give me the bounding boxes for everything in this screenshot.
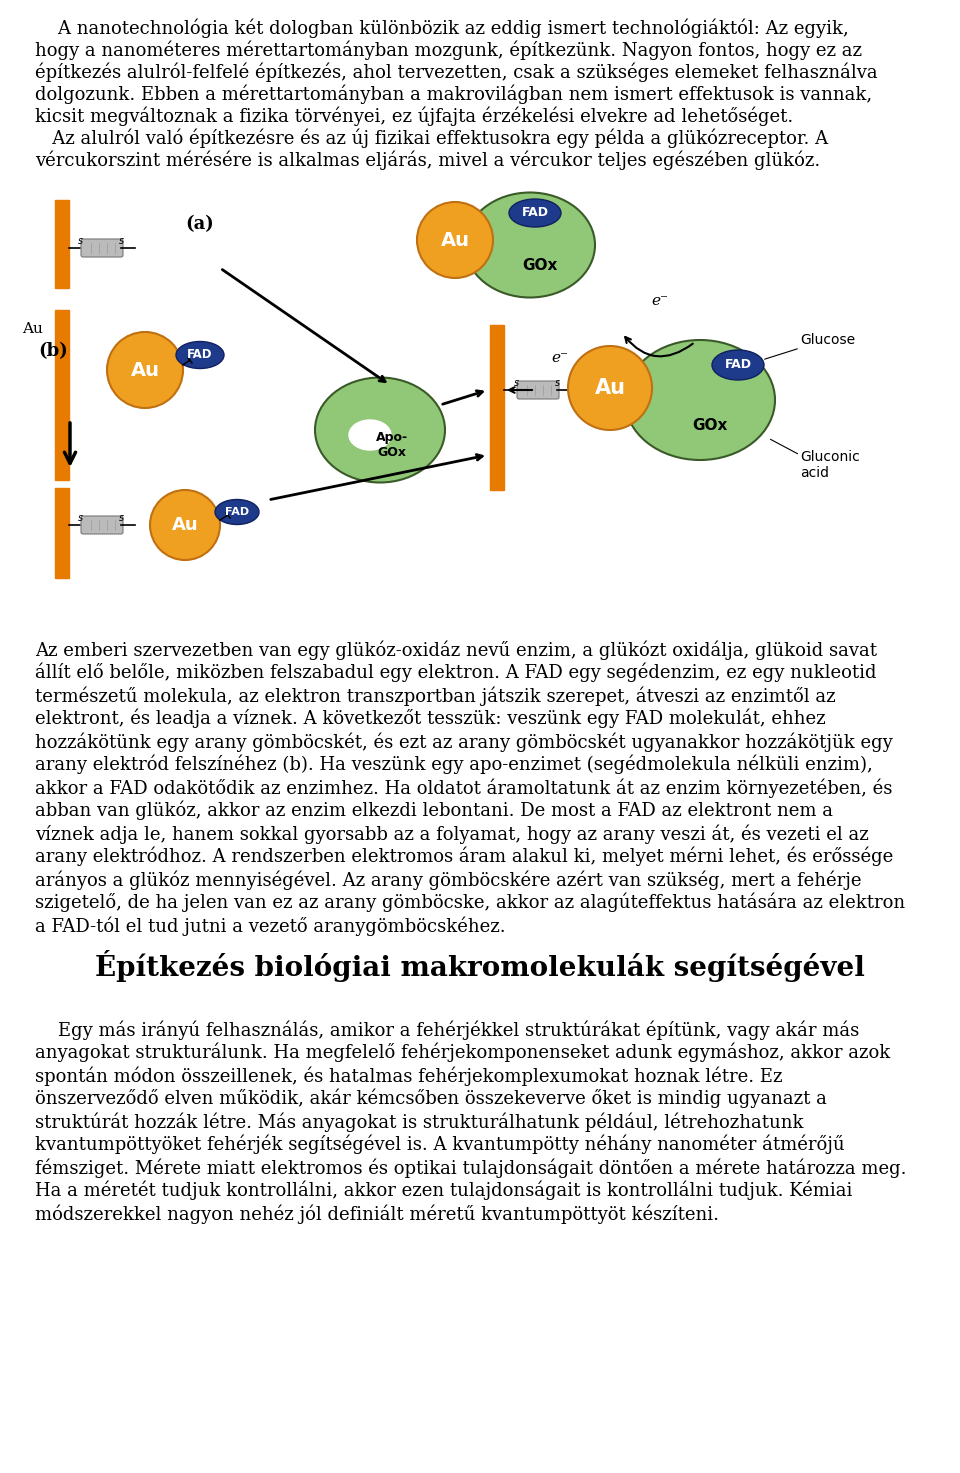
Text: fémsziget. Mérete miatt elektromos és optikai tulajdonságait döntően a mérete ha: fémsziget. Mérete miatt elektromos és op… (35, 1158, 906, 1177)
Ellipse shape (215, 499, 259, 524)
Text: GOx: GOx (692, 417, 728, 433)
Circle shape (150, 491, 220, 560)
Text: Egy más irányú felhasználás, amikor a fehérjékkel struktúrákat építünk, vagy aká: Egy más irányú felhasználás, amikor a fe… (35, 1019, 859, 1040)
Text: FAD: FAD (187, 349, 213, 361)
Text: Az alulról való építkezésre és az új fizikai effektusokra egy példa a glükózrece: Az alulról való építkezésre és az új fiz… (35, 128, 828, 147)
Text: kvantumpöttyöket fehérjék segítségével is. A kvantumpötty néhány nanométer átmér: kvantumpöttyöket fehérjék segítségével i… (35, 1136, 845, 1155)
Text: Au: Au (441, 230, 469, 249)
Text: kicsit megváltoznak a fizika törvényei, ez újfajta érzékelési elvekre ad lehetős: kicsit megváltoznak a fizika törvényei, … (35, 106, 793, 125)
Text: Au: Au (131, 361, 159, 380)
Text: s: s (78, 236, 83, 246)
Circle shape (107, 331, 183, 408)
FancyBboxPatch shape (81, 239, 123, 256)
Text: vércukorszint mérésére is alkalmas eljárás, mivel a vércukor teljes egészében gl: vércukorszint mérésére is alkalmas eljár… (35, 150, 820, 169)
Text: Au: Au (594, 379, 626, 398)
Ellipse shape (509, 199, 561, 227)
FancyBboxPatch shape (81, 516, 123, 535)
Text: építkezés alulról-felfelé építkezés, ahol tervezetten, csak a szükséges elemeket: építkezés alulról-felfelé építkezés, aho… (35, 62, 877, 81)
Text: hogy a nanométeres mérettartományban mozgunk, építkezünk. Nagyon fontos, hogy ez: hogy a nanométeres mérettartományban moz… (35, 40, 862, 59)
Text: s: s (118, 513, 124, 523)
Text: szigetelő, de ha jelen van ez az arany gömböcske, akkor az alagúteffektus hatásá: szigetelő, de ha jelen van ez az arany g… (35, 893, 905, 912)
Text: FAD: FAD (725, 358, 752, 371)
Text: módszerekkel nagyon nehéz jól definiált méretű kvantumpöttyöt készíteni.: módszerekkel nagyon nehéz jól definiált … (35, 1203, 719, 1224)
Text: s: s (514, 379, 518, 387)
Ellipse shape (712, 351, 764, 380)
Text: dolgozunk. Ebben a mérettartományban a makrovilágban nem ismert effektusok is va: dolgozunk. Ebben a mérettartományban a m… (35, 84, 872, 103)
Text: s: s (78, 513, 83, 523)
Text: Au: Au (22, 323, 43, 336)
Text: Au: Au (172, 516, 199, 535)
Text: FAD: FAD (521, 206, 548, 219)
Text: akkor a FAD odakötődik az enzimhez. Ha oldatot áramoltatunk át az enzim környeze: akkor a FAD odakötődik az enzimhez. Ha o… (35, 778, 893, 797)
Text: Az emberi szervezetben van egy glükóz-oxidáz nevű enzim, a glükózt oxidálja, glü: Az emberi szervezetben van egy glükóz-ox… (35, 639, 877, 660)
Text: Ha a méretét tudjuk kontrollálni, akkor ezen tulajdonságait is kontrollálni tudj: Ha a méretét tudjuk kontrollálni, akkor … (35, 1181, 852, 1200)
Text: A nanotechnológia két dologban különbözik az eddig ismert technológiáktól: Az eg: A nanotechnológia két dologban különbözi… (35, 18, 849, 37)
Bar (490, 326, 504, 491)
Bar (55, 200, 69, 289)
Ellipse shape (315, 377, 445, 483)
Text: Gluconic
acid: Gluconic acid (800, 449, 860, 480)
Text: GOx: GOx (522, 258, 558, 273)
Text: (b): (b) (38, 342, 68, 359)
Text: abban van glükóz, akkor az enzim elkezdi lebontani. De most a FAD az elektront n: abban van glükóz, akkor az enzim elkezdi… (35, 801, 833, 820)
Text: Építkezés biológiai makromolekulák segítségével: Építkezés biológiai makromolekulák segít… (95, 950, 865, 982)
Text: anyagokat strukturálunk. Ha megfelelő fehérjekomponenseket adunk egymáshoz, akko: anyagokat strukturálunk. Ha megfelelő fe… (35, 1043, 890, 1062)
Text: struktúrát hozzák létre. Más anyagokat is strukturálhatunk például, létrehozhatu: struktúrát hozzák létre. Más anyagokat i… (35, 1112, 804, 1131)
Text: e⁻: e⁻ (551, 351, 568, 365)
Ellipse shape (625, 340, 775, 460)
Text: arany elektródhoz. A rendszerben elektromos áram alakul ki, melyet mérni lehet, : arany elektródhoz. A rendszerben elektro… (35, 847, 893, 866)
Circle shape (568, 346, 652, 430)
Ellipse shape (465, 193, 595, 298)
Text: a FAD-tól el tud jutni a vezető aranygömböcskéhez.: a FAD-tól el tud jutni a vezető aranygöm… (35, 916, 506, 935)
Text: e⁻: e⁻ (652, 295, 668, 308)
Text: Apo-
GOx: Apo- GOx (376, 432, 408, 460)
Text: önszerveződő elven működik, akár kémcsőben összekeverve őket is mindig ugyanazt : önszerveződő elven működik, akár kémcsőb… (35, 1089, 827, 1109)
Text: s: s (555, 379, 560, 387)
Bar (55, 309, 69, 480)
Bar (55, 488, 69, 577)
Circle shape (417, 202, 493, 278)
Text: elektront, és leadja a víznek. A következőt tesszük: veszünk egy FAD molekulát, : elektront, és leadja a víznek. A követke… (35, 709, 826, 729)
Text: spontán módon összeillenek, és hatalmas fehérjekomplexumokat hoznak létre. Ez: spontán módon összeillenek, és hatalmas … (35, 1066, 782, 1086)
Text: FAD: FAD (225, 507, 249, 517)
Text: víznek adja le, hanem sokkal gyorsabb az a folyamat, hogy az arany veszi át, és : víznek adja le, hanem sokkal gyorsabb az… (35, 823, 869, 844)
Text: (a): (a) (185, 215, 214, 233)
Ellipse shape (176, 342, 224, 368)
Text: természetű molekula, az elektron transzportban játszik szerepet, átveszi az enzi: természetű molekula, az elektron transzp… (35, 686, 835, 706)
FancyBboxPatch shape (517, 382, 559, 399)
Text: arany elektród felszínéhez (b). Ha veszünk egy apo-enzimet (segédmolekula nélkül: arany elektród felszínéhez (b). Ha veszü… (35, 756, 873, 775)
Text: s: s (118, 236, 124, 246)
Text: Glucose: Glucose (800, 333, 855, 348)
Text: arányos a glükóz mennyiségével. Az arany gömböcskére azért van szükség, mert a f: arányos a glükóz mennyiségével. Az arany… (35, 871, 861, 890)
Text: állít elő belőle, miközben felszabadul egy elektron. A FAD egy segédenzim, ez eg: állít elő belőle, miközben felszabadul e… (35, 663, 876, 682)
Text: hozzákötünk egy arany gömböcskét, és ezt az arany gömböcskét ugyanakkor hozzáköt: hozzákötünk egy arany gömböcskét, és ezt… (35, 732, 893, 751)
Ellipse shape (349, 420, 391, 449)
